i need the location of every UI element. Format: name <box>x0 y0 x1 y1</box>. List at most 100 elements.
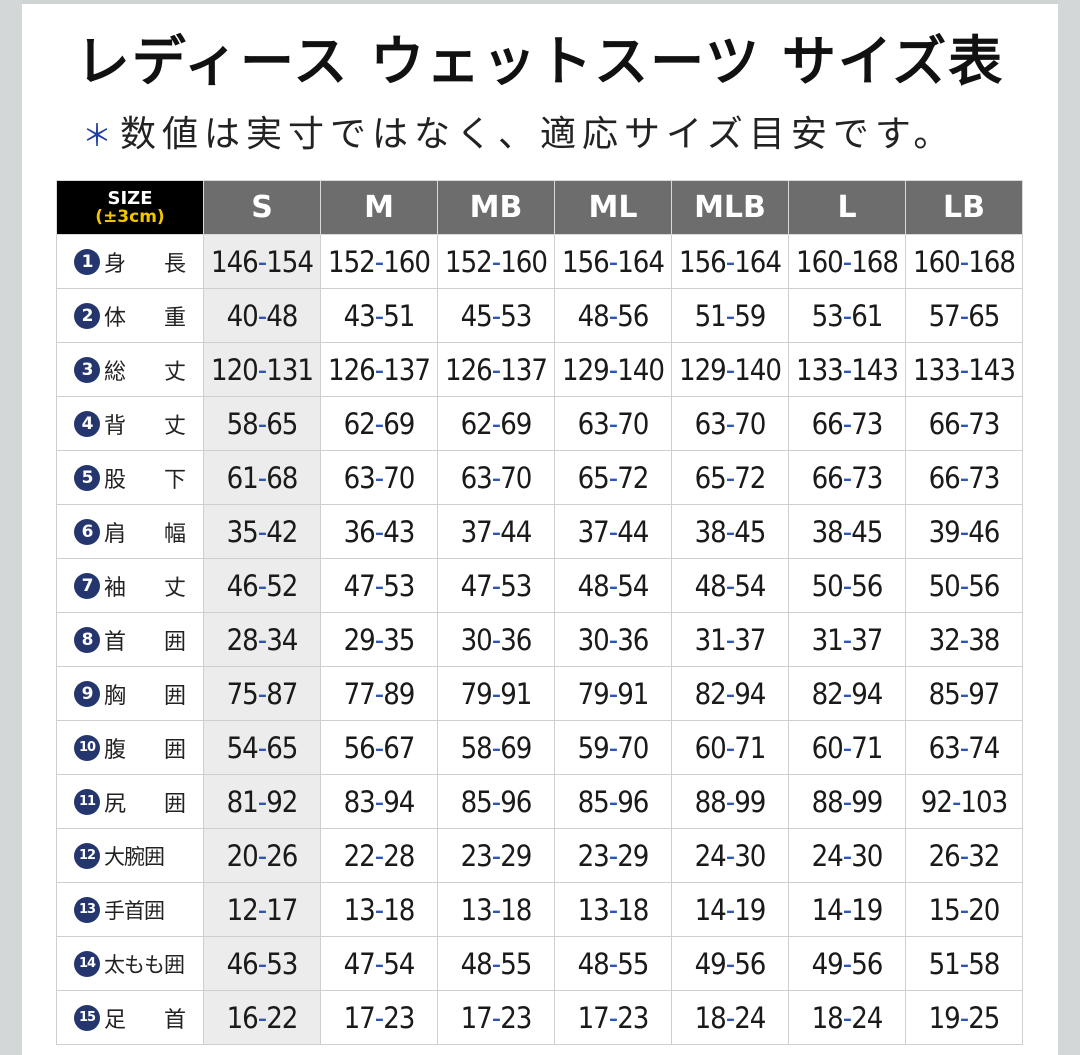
range-dash: - <box>491 244 501 279</box>
range-dash: - <box>491 352 501 387</box>
row-number-badge: 12 <box>74 842 100 869</box>
row-label: 股下 <box>104 467 186 493</box>
size-value-cell: 85-96 <box>437 774 555 829</box>
range-dash: - <box>725 676 735 711</box>
row-label: 袖丈 <box>104 575 186 601</box>
range-dash: - <box>608 946 618 981</box>
range-dash: - <box>491 946 501 981</box>
range-dash: - <box>842 352 852 387</box>
size-value-cell: 47-53 <box>320 558 438 613</box>
size-value-cell: 160-168 <box>905 234 1023 289</box>
size-value-cell: 12-17 <box>203 882 321 937</box>
range-dash: - <box>959 514 969 549</box>
size-value-cell: 88-99 <box>788 774 906 829</box>
size-value-cell: 13-18 <box>554 882 672 937</box>
range-dash: - <box>257 352 267 387</box>
row-label: 大腕囲 <box>104 844 165 869</box>
size-chart-card: レディース ウェットスーツ サイズ表 ＊数値は実寸ではなく、適応サイズ目安です。… <box>22 0 1058 1055</box>
range-dash: - <box>959 622 969 657</box>
asterisk-icon: ＊ <box>82 119 112 154</box>
row-number-badge: 3 <box>74 356 100 383</box>
size-value-cell: 48-55 <box>554 936 672 991</box>
size-value-cell: 13-18 <box>437 882 555 937</box>
row-number-badge: 9 <box>74 680 100 707</box>
size-value-cell: 62-69 <box>437 396 555 451</box>
row-number-badge: 8 <box>74 626 100 653</box>
range-dash: - <box>725 838 735 873</box>
row-label-cell: 6 肩幅 <box>56 504 204 559</box>
range-dash: - <box>959 892 969 927</box>
range-dash: - <box>725 730 735 765</box>
column-header: L <box>788 180 906 235</box>
size-value-cell: 49-56 <box>788 936 906 991</box>
row-label-cell: 7 袖丈 <box>56 558 204 613</box>
range-dash: - <box>725 514 735 549</box>
table-row: 3 総丈 120-131 126-137 126-137 129-140 129-140 13… <box>56 342 1023 397</box>
range-dash: - <box>374 730 384 765</box>
range-dash: - <box>725 784 735 819</box>
row-label: 手首囲 <box>104 898 165 923</box>
size-value-cell: 60-71 <box>671 720 789 775</box>
size-value-cell: 50-56 <box>788 558 906 613</box>
size-value-cell: 77-89 <box>320 666 438 721</box>
size-value-cell: 24-30 <box>788 828 906 883</box>
range-dash: - <box>257 784 267 819</box>
range-dash: - <box>959 298 969 333</box>
size-value-cell: 17-23 <box>554 990 672 1045</box>
range-dash: - <box>257 244 267 279</box>
size-value-cell: 15-20 <box>905 882 1023 937</box>
size-value-cell: 152-160 <box>437 234 555 289</box>
size-value-cell: 26-32 <box>905 828 1023 883</box>
row-label: 肩幅 <box>104 521 186 547</box>
range-dash: - <box>842 568 852 603</box>
table-row: 4 背丈 58-65 62-69 62-69 63-70 63-70 66-73 66-73 <box>56 396 1023 451</box>
range-dash: - <box>257 460 267 495</box>
size-value-cell: 60-71 <box>788 720 906 775</box>
range-dash: - <box>959 838 969 873</box>
size-value-cell: 31-37 <box>671 612 789 667</box>
size-value-cell: 37-44 <box>437 504 555 559</box>
size-value-cell: 53-61 <box>788 288 906 343</box>
row-label-cell: 5 股下 <box>56 450 204 505</box>
range-dash: - <box>608 676 618 711</box>
range-dash: - <box>959 1000 969 1035</box>
size-value-cell: 58-69 <box>437 720 555 775</box>
table-row: 6 肩幅 35-42 36-43 37-44 37-44 38-45 38-45 39-46 <box>56 504 1023 559</box>
row-number-badge: 10 <box>74 734 100 761</box>
range-dash: - <box>608 568 618 603</box>
range-dash: - <box>257 622 267 657</box>
tolerance-label: (±3cm) <box>95 206 165 227</box>
size-value-cell: 133-143 <box>905 342 1023 397</box>
range-dash: - <box>725 568 735 603</box>
range-dash: - <box>842 514 852 549</box>
size-value-cell: 63-70 <box>437 450 555 505</box>
range-dash: - <box>257 838 267 873</box>
size-value-cell: 16-22 <box>203 990 321 1045</box>
row-label-cell: 13 手首囲 <box>56 882 204 937</box>
range-dash: - <box>959 244 969 279</box>
row-label-cell: 2 体重 <box>56 288 204 343</box>
range-dash: - <box>374 838 384 873</box>
size-value-cell: 146-154 <box>203 234 321 289</box>
table-row: 15 足首 16-22 17-23 17-23 17-23 18-24 18-24 19-25 <box>56 990 1023 1045</box>
size-value-cell: 65-72 <box>554 450 672 505</box>
row-label-cell: 9 胸囲 <box>56 666 204 721</box>
size-value-cell: 40-48 <box>203 288 321 343</box>
size-value-cell: 32-38 <box>905 612 1023 667</box>
range-dash: - <box>959 730 969 765</box>
range-dash: - <box>842 730 852 765</box>
range-dash: - <box>257 946 267 981</box>
size-value-cell: 133-143 <box>788 342 906 397</box>
size-value-cell: 50-56 <box>905 558 1023 613</box>
range-dash: - <box>725 1000 735 1035</box>
row-number-badge: 13 <box>74 896 100 923</box>
table-row: 14 太もも囲 46-53 47-54 48-55 48-55 49-56 49-56 51-5… <box>56 936 1023 991</box>
size-value-cell: 48-56 <box>554 288 672 343</box>
size-value-cell: 45-53 <box>437 288 555 343</box>
range-dash: - <box>725 244 735 279</box>
size-value-cell: 63-70 <box>320 450 438 505</box>
size-value-cell: 120-131 <box>203 342 321 397</box>
size-value-cell: 22-28 <box>320 828 438 883</box>
size-value-cell: 54-65 <box>203 720 321 775</box>
size-value-cell: 38-45 <box>788 504 906 559</box>
